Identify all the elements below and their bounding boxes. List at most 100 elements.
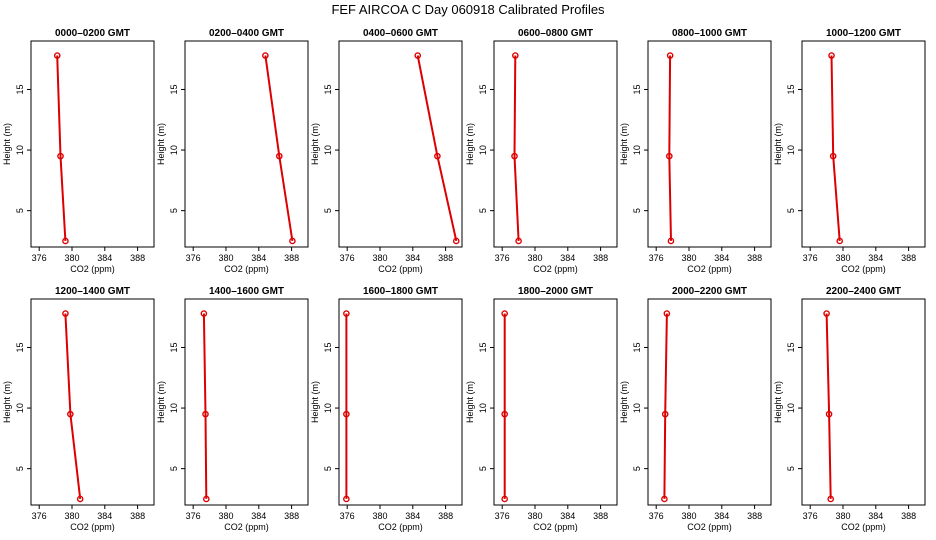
y-tick-label: 15 bbox=[786, 342, 796, 352]
x-tick-label: 380 bbox=[527, 253, 542, 263]
x-tick-label: 384 bbox=[714, 511, 729, 521]
x-tick-label: 384 bbox=[560, 253, 575, 263]
x-axis-label: CO2 (ppm) bbox=[533, 264, 578, 274]
y-tick-label: 10 bbox=[169, 403, 179, 413]
panel-title: 1800–2000 GMT bbox=[518, 286, 593, 297]
x-tick-label: 388 bbox=[130, 511, 145, 521]
x-tick-label: 388 bbox=[284, 253, 299, 263]
x-axis-label: CO2 (ppm) bbox=[533, 522, 578, 532]
x-axis-label: CO2 (ppm) bbox=[687, 264, 732, 274]
data-point bbox=[501, 310, 508, 317]
profile-line bbox=[264, 55, 294, 242]
x-tick-label: 384 bbox=[560, 511, 575, 521]
y-tick-label: 15 bbox=[323, 342, 333, 352]
y-tick-label: 5 bbox=[323, 466, 333, 471]
data-point bbox=[62, 310, 69, 317]
data-point bbox=[666, 52, 674, 59]
panel-title: 1000–1200 GMT bbox=[826, 28, 901, 39]
profile-line bbox=[825, 313, 832, 499]
x-tick-label: 376 bbox=[803, 253, 818, 263]
y-tick-label: 15 bbox=[478, 84, 488, 94]
y-tick-label: 5 bbox=[15, 466, 25, 471]
panel-title: 0400–0600 GMT bbox=[363, 28, 438, 39]
panel-title: 1200–1400 GMT bbox=[55, 286, 130, 297]
y-axis-label: Height (m) bbox=[773, 381, 783, 423]
plot-frame bbox=[801, 298, 926, 506]
panel-5: 1000–1200 GMT 376 380 384 388 CO2 (ppm) 5 10 15 H… bbox=[773, 28, 926, 274]
panel-title: 0800–1000 GMT bbox=[672, 28, 747, 39]
y-tick-label: 15 bbox=[15, 84, 25, 94]
x-tick-label: 388 bbox=[130, 253, 145, 263]
panel-4: 0800–1000 GMT 376 380 384 388 CO2 (ppm) 5 10 15 H… bbox=[619, 28, 772, 274]
data-point bbox=[343, 310, 350, 317]
x-tick-label: 380 bbox=[218, 253, 233, 263]
data-point bbox=[203, 495, 210, 503]
x-tick-label: 380 bbox=[372, 253, 387, 263]
x-tick-label: 376 bbox=[32, 511, 47, 521]
x-tick-label: 388 bbox=[593, 253, 608, 263]
y-tick-label: 5 bbox=[323, 208, 333, 213]
y-axis-label: Height (m) bbox=[619, 381, 629, 423]
data-point bbox=[62, 237, 69, 245]
y-axis-label: Height (m) bbox=[619, 123, 629, 165]
profile-line bbox=[64, 313, 82, 500]
y-axis-label: Height (m) bbox=[156, 123, 166, 165]
y-tick-label: 10 bbox=[323, 403, 333, 413]
panel-title: 0000–0200 GMT bbox=[55, 28, 130, 39]
x-tick-label: 376 bbox=[32, 253, 47, 263]
y-tick-label: 15 bbox=[169, 342, 179, 352]
y-tick-label: 15 bbox=[632, 84, 642, 94]
x-tick-label: 376 bbox=[186, 253, 201, 263]
x-axis-label: CO2 (ppm) bbox=[224, 522, 269, 532]
y-tick-label: 5 bbox=[632, 466, 642, 471]
y-tick-label: 10 bbox=[15, 145, 25, 155]
y-tick-label: 10 bbox=[786, 403, 796, 413]
data-point bbox=[76, 495, 84, 503]
data-point bbox=[661, 410, 669, 418]
panel-title: 2000–2200 GMT bbox=[672, 286, 747, 297]
x-tick-label: 384 bbox=[868, 253, 883, 263]
y-tick-label: 5 bbox=[478, 208, 488, 213]
y-tick-label: 15 bbox=[786, 84, 796, 94]
x-tick-label: 380 bbox=[372, 511, 387, 521]
plot-frame bbox=[30, 298, 155, 506]
y-axis-label: Height (m) bbox=[2, 123, 12, 165]
data-point bbox=[823, 310, 830, 317]
data-point bbox=[200, 310, 208, 317]
data-point bbox=[434, 152, 441, 160]
plot-frame bbox=[338, 40, 463, 248]
data-point bbox=[343, 495, 350, 503]
data-point bbox=[67, 410, 74, 418]
data-point bbox=[515, 237, 522, 245]
y-tick-label: 5 bbox=[478, 466, 488, 471]
profile-line bbox=[202, 313, 208, 499]
plot-frame bbox=[493, 298, 618, 506]
data-point bbox=[827, 495, 835, 503]
x-tick-label: 388 bbox=[747, 511, 762, 521]
panel-title: 0200–0400 GMT bbox=[209, 28, 284, 39]
panel-8: 1600–1800 GMT 376 380 384 388 CO2 (ppm) 5 10 15 H… bbox=[310, 286, 463, 532]
panel-11: 2200–2400 GMT 376 380 384 388 CO2 (ppm) 5 10 15 H… bbox=[773, 286, 926, 532]
data-point bbox=[829, 152, 837, 160]
x-tick-label: 380 bbox=[527, 511, 542, 521]
y-tick-label: 10 bbox=[15, 403, 25, 413]
x-axis-label: CO2 (ppm) bbox=[841, 522, 886, 532]
y-tick-label: 10 bbox=[478, 145, 488, 155]
x-tick-label: 384 bbox=[97, 511, 112, 521]
x-tick-label: 384 bbox=[251, 253, 266, 263]
data-point bbox=[262, 52, 269, 59]
y-axis-label: Height (m) bbox=[465, 123, 475, 165]
data-point bbox=[667, 237, 675, 245]
panel-title: 0600–0800 GMT bbox=[518, 28, 593, 39]
x-axis-label: CO2 (ppm) bbox=[378, 264, 423, 274]
x-tick-label: 388 bbox=[438, 253, 453, 263]
profile-line bbox=[663, 313, 668, 499]
x-tick-label: 384 bbox=[97, 253, 112, 263]
x-tick-label: 380 bbox=[681, 253, 696, 263]
y-axis-label: Height (m) bbox=[773, 123, 783, 165]
y-tick-label: 5 bbox=[786, 466, 796, 471]
x-tick-label: 376 bbox=[495, 511, 510, 521]
data-point bbox=[825, 410, 833, 418]
panel-3: 0600–0800 GMT 376 380 384 388 CO2 (ppm) 5 10 15 H… bbox=[465, 28, 618, 274]
panel-0: 0000–0200 GMT 376 380 384 388 CO2 (ppm) 5 10 15 H… bbox=[2, 28, 155, 274]
